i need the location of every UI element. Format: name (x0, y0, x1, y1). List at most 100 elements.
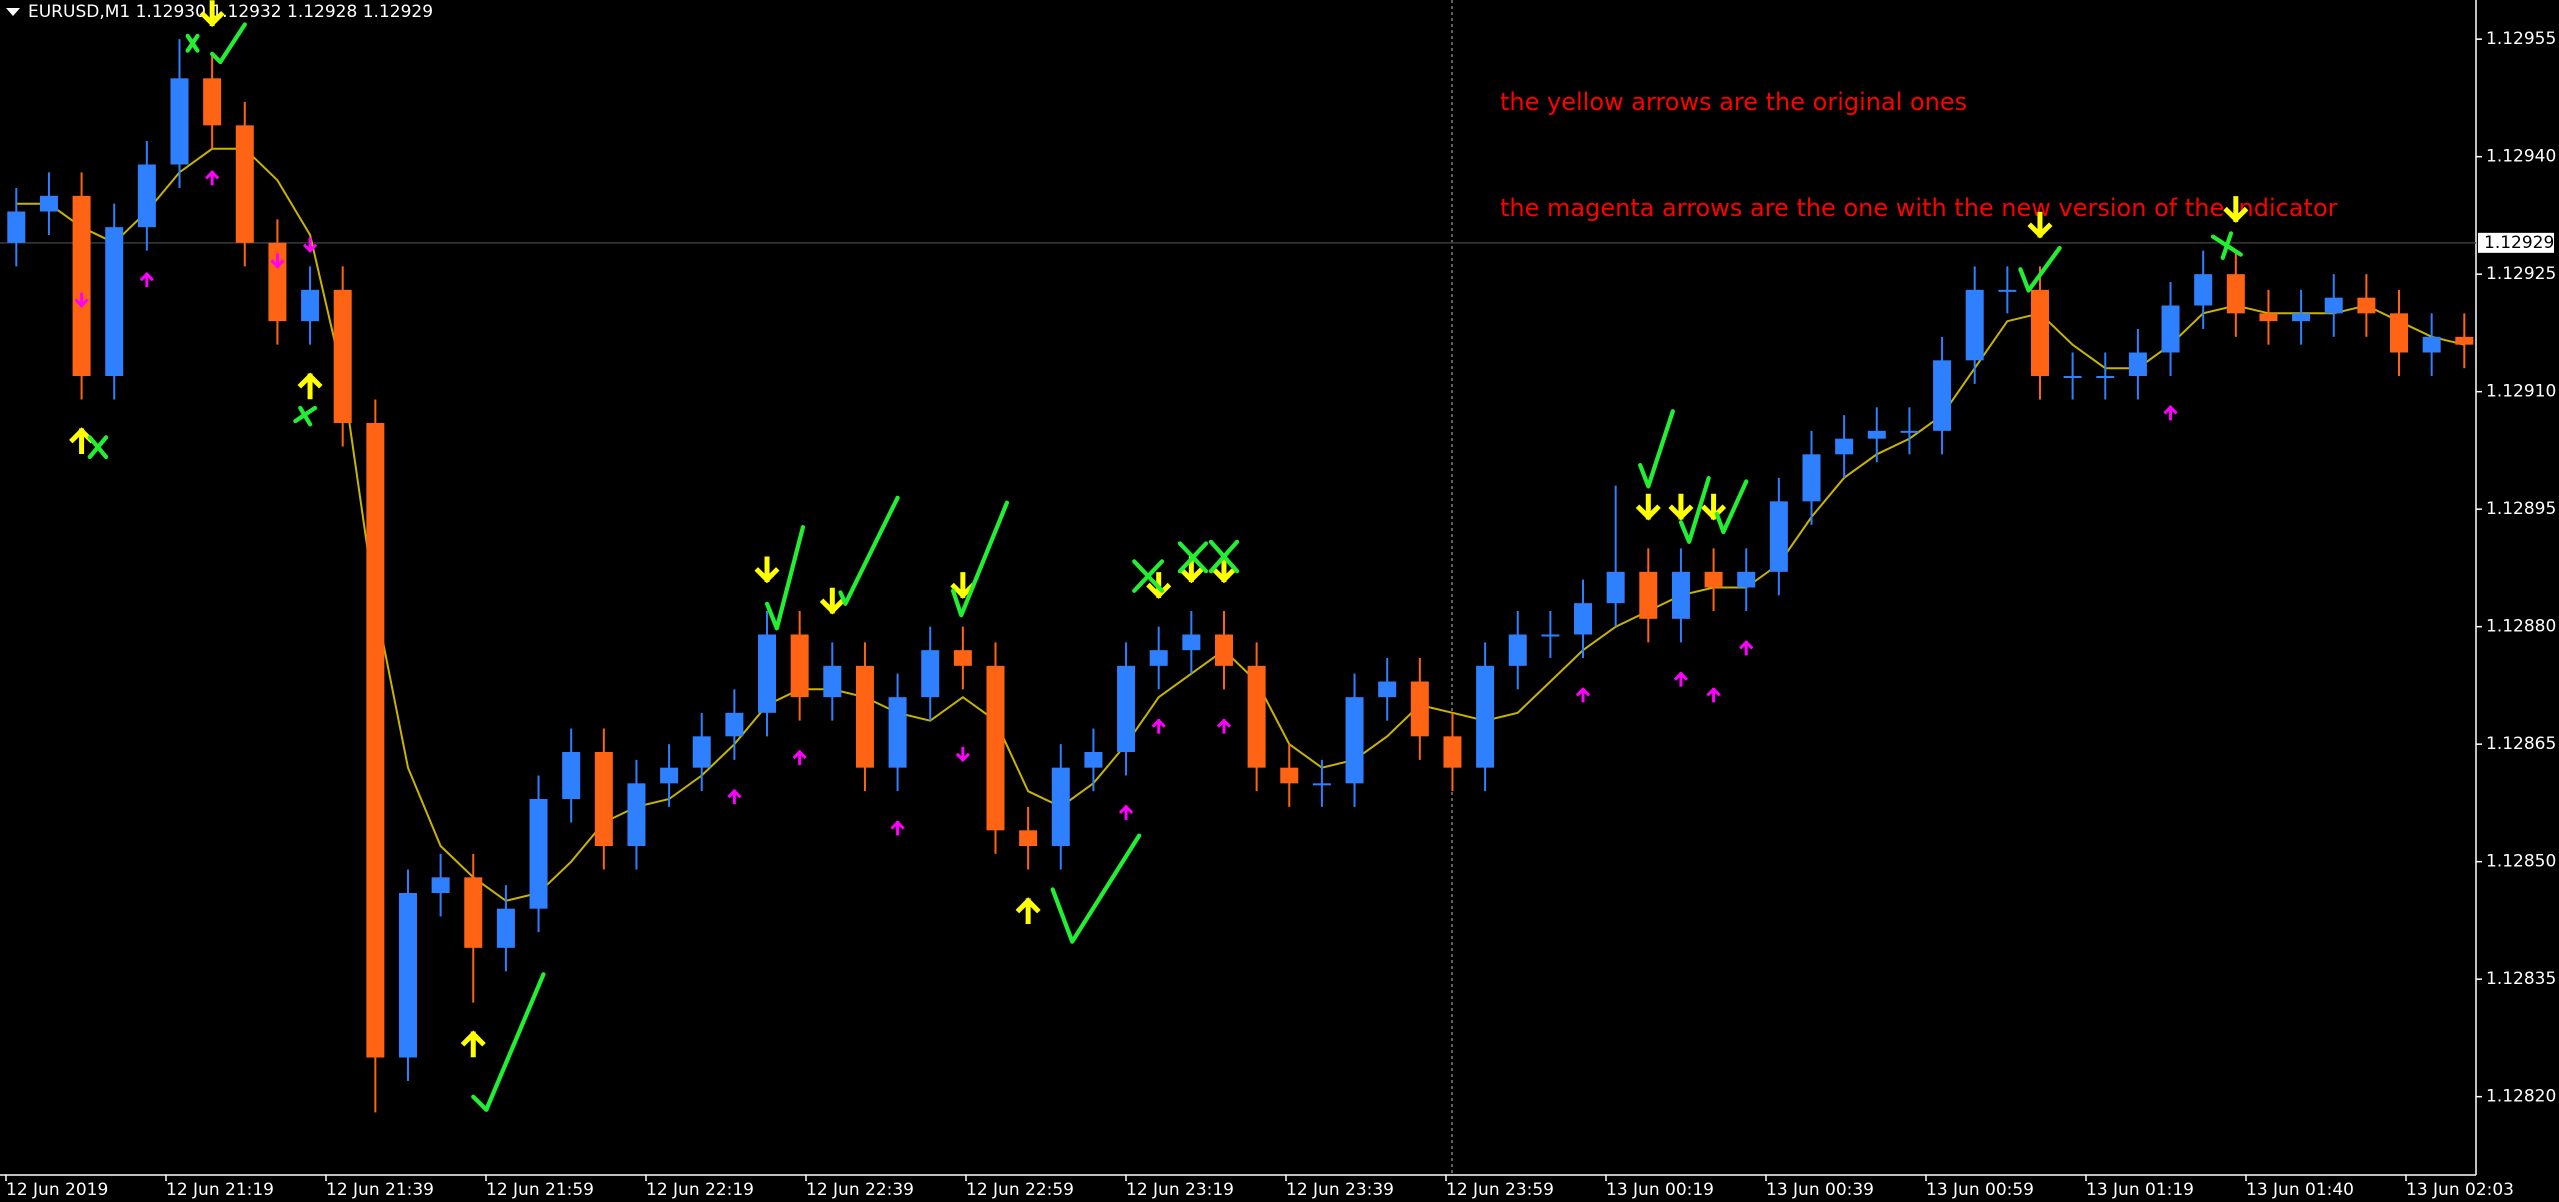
signal-arrow (270, 253, 285, 269)
candle-body (1443, 736, 1462, 768)
candle-body (137, 164, 156, 228)
candle-body (1606, 571, 1625, 604)
candle-body (1998, 289, 2017, 292)
candle-body (594, 752, 613, 846)
candle-body (2455, 336, 2474, 345)
candle-body (921, 650, 940, 698)
check-mark (1050, 833, 1142, 944)
candle-body (1965, 289, 1984, 361)
candle-body (1117, 665, 1136, 752)
candle-body (1900, 430, 1919, 433)
signal-arrow (297, 372, 323, 400)
cross-mark (293, 405, 318, 427)
candle-body (1541, 634, 1560, 637)
hand-marks (87, 22, 2243, 1112)
signal-arrow (1673, 671, 1689, 687)
candle-body (725, 712, 744, 737)
signal-arrow (69, 427, 95, 455)
signal-arrow (74, 292, 89, 308)
candle-body (2063, 376, 2082, 378)
cross-mark (1132, 559, 1165, 593)
signal-arrow (2027, 211, 2053, 239)
signal-arrow (1635, 493, 1661, 521)
candle-body (1835, 438, 1854, 455)
check-mark (950, 500, 1010, 618)
candle-body (1019, 830, 1038, 846)
candle-body (1737, 571, 1756, 588)
candle-body (301, 289, 320, 322)
signal-arrow (1118, 804, 1134, 820)
candle-body (758, 634, 777, 713)
x-tick-label: 13 Jun 00:59 (1926, 1180, 2034, 1200)
candle-body (1247, 665, 1266, 768)
signal-arrow (1706, 687, 1721, 703)
arrows (69, 0, 2249, 1058)
x-tick-label: 12 Jun 21:39 (326, 1180, 434, 1200)
y-tick-label: 1.12940 (2486, 147, 2556, 167)
signal-arrow (1216, 718, 1232, 734)
signal-arrow (1211, 556, 1237, 584)
candle-body (7, 211, 26, 243)
x-tick-label: 12 Jun 22:19 (646, 1180, 754, 1200)
candle-body (2161, 305, 2180, 353)
candle-body (1312, 783, 1331, 786)
check-mark (2018, 245, 2062, 293)
candle-body (888, 697, 907, 768)
x-tick-label: 13 Jun 01:19 (2086, 1180, 2194, 1200)
check-mark (838, 495, 900, 606)
candle-body (1280, 767, 1299, 784)
cross-mark (185, 33, 200, 53)
candle-body (790, 634, 809, 698)
signal-arrow (139, 272, 154, 288)
price-layer (0, 147, 2476, 902)
signal-arrow (792, 749, 807, 765)
candle-body (2324, 297, 2343, 314)
candle-body (1867, 430, 1886, 439)
candle-body (1639, 571, 1658, 619)
cross-mark (1208, 539, 1240, 574)
y-tick-label: 1.12880 (2486, 617, 2556, 637)
x-tick-label: 12 Jun 23:59 (1446, 1180, 1554, 1200)
candle-body (1182, 634, 1201, 651)
x-tick-label: 13 Jun 01:40 (2246, 1180, 2354, 1200)
candle-body (692, 736, 711, 768)
candle-body (2292, 313, 2311, 322)
candle-body (2194, 274, 2213, 306)
candle-body (2357, 297, 2376, 314)
candle-body (1378, 681, 1397, 698)
x-tick-label: 12 Jun 2019 (6, 1180, 108, 1200)
y-tick-label: 1.12895 (2486, 499, 2556, 519)
candle-body (72, 195, 91, 376)
candle-body (2422, 336, 2441, 353)
y-tick-label: 1.12925 (2486, 264, 2556, 284)
candle-body (2030, 289, 2049, 376)
signal-arrow (819, 587, 845, 615)
signal-arrow (1015, 897, 1041, 925)
x-tick-label: 12 Jun 21:19 (166, 1180, 274, 1200)
candle-body (1051, 767, 1070, 846)
check-mark (210, 22, 247, 65)
signal-arrow (1575, 687, 1591, 703)
candle-body (105, 227, 124, 376)
check-mark (1714, 479, 1749, 535)
candle-body (2128, 352, 2147, 376)
candle-body (333, 289, 352, 423)
candle-body (1214, 634, 1233, 666)
candle-body (1084, 752, 1103, 768)
candle-body (1508, 634, 1527, 666)
signal-arrow (1701, 493, 1727, 521)
candle-body (1704, 571, 1723, 588)
candle-body (39, 195, 58, 212)
candle-body (1574, 603, 1593, 635)
candles (7, 39, 2474, 1113)
menu-triangle[interactable] (6, 8, 20, 16)
signal-arrow (890, 820, 905, 836)
candle-body (2390, 313, 2409, 353)
candle-body (2259, 313, 2278, 322)
signal-arrow (205, 170, 220, 186)
x-tick-label: 13 Jun 00:39 (1766, 1180, 1874, 1200)
check-mark (471, 972, 546, 1112)
